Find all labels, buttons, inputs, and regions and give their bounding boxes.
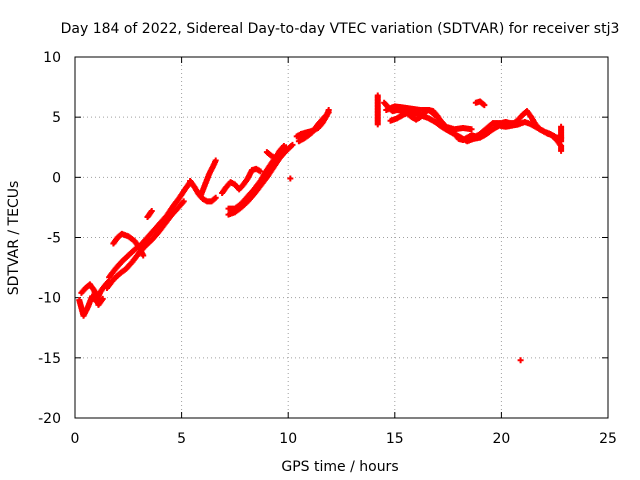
data-point [180,198,187,205]
y-axis-label: SDTVAR / TECUs [6,181,22,296]
data-point [325,109,332,116]
x-tick-label: 0 [71,431,80,447]
y-tick-label: -15 [38,351,61,367]
data-point [148,208,155,215]
data-point [99,295,106,302]
data-point [287,175,294,182]
data-point [212,194,219,201]
data-point [481,102,488,109]
y-tick-label: 10 [43,50,61,66]
data-point [374,121,381,128]
data-point [558,138,565,145]
x-tick-label: 5 [177,431,186,447]
y-tick-label: 5 [52,110,61,126]
data-point [468,126,475,133]
x-tick-label: 10 [279,431,297,447]
y-tick-label: -5 [47,231,61,247]
y-tick-label: -20 [38,411,61,427]
data-point [212,157,219,164]
plot-frame [74,56,609,419]
y-tick-label: 0 [52,170,61,186]
data-point [280,143,287,150]
data-point [558,147,565,154]
chart-title: Day 184 of 2022, Sidereal Day-to-day VTE… [61,21,620,37]
x-tick-label: 20 [492,431,510,447]
data-point [517,357,524,364]
data-point [257,168,264,175]
data-point [289,141,296,148]
x-tick-label: 15 [386,431,404,447]
x-axis-label: GPS time / hours [281,459,398,475]
y-tick-label: -10 [38,291,61,307]
tick-labels: 0 5 10 15 20 25 10 5 0 -5 -10 -15 -20 [38,50,617,447]
data-point [140,252,147,259]
data-points [76,92,565,364]
x-tick-label: 25 [599,431,617,447]
